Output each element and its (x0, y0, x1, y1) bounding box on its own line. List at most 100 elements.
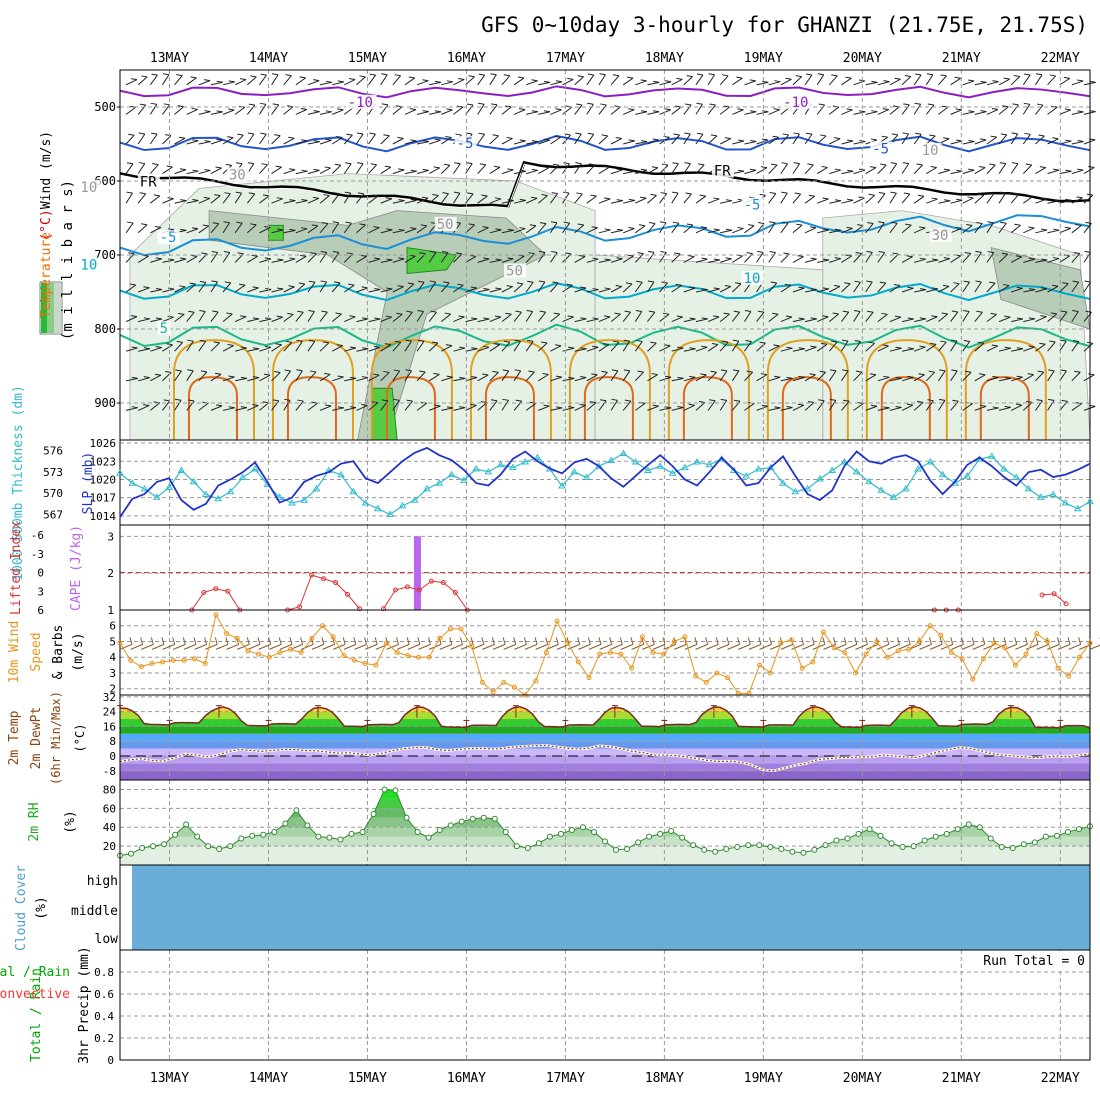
wind-barb (283, 370, 291, 382)
wind-barb-flag (1041, 258, 1048, 261)
wind-barb (439, 643, 452, 650)
wind-barb-flag (480, 401, 487, 404)
wind-barb-flag (130, 315, 138, 318)
wind-barb (671, 407, 684, 411)
wind-barb-flag (398, 228, 405, 231)
wind-barb-flag (966, 224, 973, 227)
wind-barb-flag (1052, 284, 1059, 287)
wind-barb-flag (817, 73, 824, 76)
wind-barb-flag (1040, 197, 1047, 200)
wind-barb (368, 289, 381, 293)
wind-barb (816, 135, 827, 145)
wind-barb-flag (349, 376, 357, 379)
rh-point (767, 844, 774, 851)
wind-barb-flag (248, 103, 255, 106)
wind-barb-flag (701, 317, 708, 320)
wind-barb-flag (611, 398, 618, 401)
wind-barb (974, 111, 987, 115)
wind-barb-flag (684, 132, 691, 135)
wind-barb-flag (179, 257, 187, 260)
wind-barb-flag (794, 192, 801, 195)
wind-barb-flag (919, 345, 926, 348)
wind-barb (404, 370, 412, 382)
rh-point (403, 814, 410, 821)
wind-barb-flag (468, 75, 475, 78)
wind-barb (610, 643, 623, 650)
wind-barb-flag (577, 637, 581, 645)
wind-speed-point (618, 651, 624, 657)
wind-barb-flag (759, 341, 766, 344)
y-tick-label: 16 (103, 720, 116, 733)
wind-barb-flag (151, 132, 158, 135)
wind-barb (816, 400, 825, 411)
wind-barb (368, 402, 379, 411)
wind-barb-flag (1027, 373, 1034, 376)
wind-barb (210, 405, 223, 411)
wind-barb (307, 80, 320, 86)
wind-barb (816, 343, 828, 352)
wind-barb (962, 281, 970, 293)
wind-barb-flag (713, 287, 720, 290)
wind-barb (392, 400, 400, 411)
wind-barb (804, 318, 817, 323)
thickness-point (521, 457, 530, 465)
wind-barb (719, 106, 730, 115)
wind-barb-flag (471, 376, 478, 379)
wind-barb (853, 281, 861, 293)
wind-barb (1059, 77, 1071, 86)
wind-barb (356, 405, 368, 411)
wind-barb (525, 371, 535, 382)
wind-barb-flag (709, 399, 716, 402)
wind-barb (683, 256, 695, 263)
wind-barb (513, 140, 526, 145)
wind-barb-flag (1012, 192, 1020, 195)
wind-barb (283, 137, 295, 145)
wind-barb-flag (979, 373, 986, 376)
wind-barb (731, 311, 741, 322)
wind-barb (623, 199, 635, 204)
wind-barb-flag (406, 310, 413, 313)
rh-point (590, 828, 597, 835)
wind-barb-flag (1077, 140, 1084, 143)
wind-barb-flag (422, 168, 429, 171)
wind-barb (974, 167, 986, 175)
wind-barb-flag (417, 339, 425, 342)
wind-barb-flag (421, 196, 429, 199)
wind-barb-flag (980, 138, 987, 141)
wind-barb-flag (1048, 398, 1055, 401)
wind-barb-flag (627, 254, 634, 257)
wind-barb (1022, 74, 1031, 86)
wind-barb (247, 318, 260, 323)
wind-barb-flag (992, 406, 999, 409)
wind-barb-flag (689, 347, 696, 350)
wind-barb-flag (432, 194, 439, 196)
wind-barb (210, 81, 223, 86)
wind-barb-flag (722, 74, 729, 77)
thickness-point (791, 487, 800, 495)
wind-barb-flag (855, 252, 862, 255)
wind-speed-point (725, 675, 731, 681)
wind-barb (791, 643, 804, 650)
wind-barb (1059, 311, 1068, 322)
wind-barb-flag (807, 163, 814, 166)
lifted-index-point (333, 580, 339, 585)
wind-barb-flag (276, 315, 283, 318)
wind-barb (429, 111, 442, 115)
wind-barb (574, 193, 583, 204)
wind-barb-flag (419, 370, 426, 373)
wind-barb (1010, 76, 1021, 86)
wind-barb (877, 282, 887, 293)
wind-barb-flag (433, 372, 440, 375)
wind-barb-flag (446, 108, 453, 111)
contour-label-bg (781, 94, 813, 109)
wind-barb-flag (793, 162, 800, 165)
wind-barb (537, 281, 546, 293)
wind-barb-flag (239, 78, 247, 81)
wind-barb (149, 74, 158, 86)
thickness-point (815, 474, 824, 482)
wind-barb-flag (297, 399, 304, 402)
wind-barb (368, 227, 380, 234)
wind-barb (489, 166, 501, 175)
wind-barb (828, 400, 837, 411)
wind-barb-flag (1039, 166, 1046, 169)
